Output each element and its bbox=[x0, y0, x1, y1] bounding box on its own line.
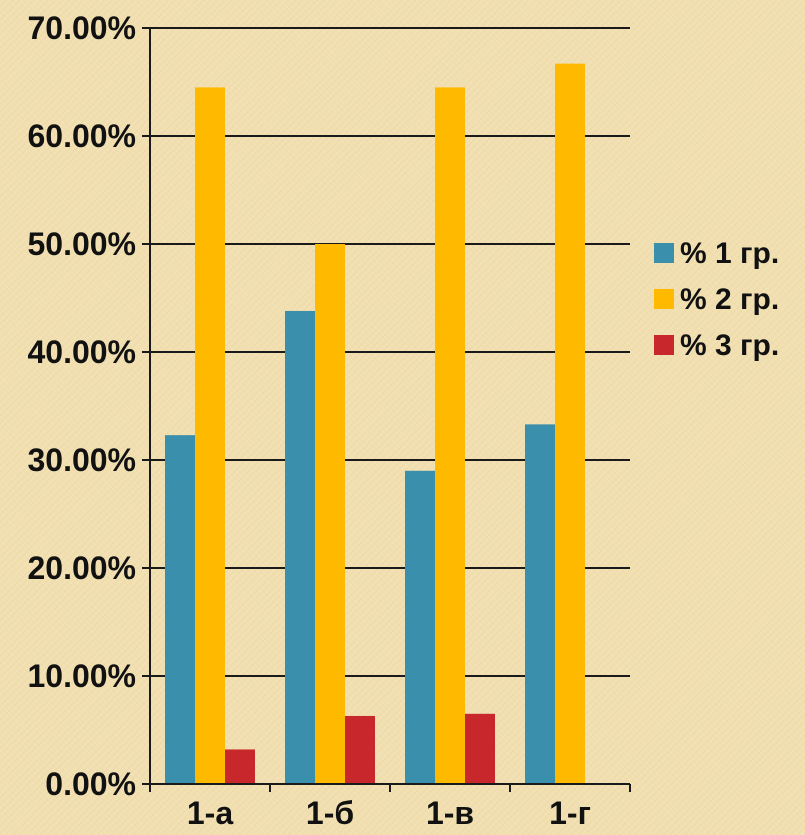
x-category-label: 1-а bbox=[187, 795, 233, 831]
bar-series-3-2 bbox=[345, 715, 375, 784]
bar-series-1-4 bbox=[525, 424, 555, 784]
x-category-label: 1-б bbox=[306, 795, 354, 831]
bar-series-3-3 bbox=[465, 713, 495, 784]
y-tick-label: 0.00% bbox=[45, 766, 136, 802]
axes bbox=[142, 27, 631, 792]
legend: % 1 гр. % 2 гр. % 3 гр. bbox=[654, 237, 779, 362]
bar-series-2-4 bbox=[555, 63, 585, 784]
y-tick-label: 10.00% bbox=[27, 658, 136, 694]
bar-series-3-1 bbox=[225, 749, 255, 784]
x-category-label: 1-г bbox=[549, 795, 591, 831]
bar-series-2-3 bbox=[435, 87, 465, 784]
bar-series-2-1 bbox=[195, 87, 225, 784]
legend-label: % 1 гр. bbox=[680, 237, 779, 270]
bar-series-2-2 bbox=[315, 244, 345, 784]
y-tick-label: 30.00% bbox=[27, 442, 136, 478]
y-tick-label: 50.00% bbox=[27, 226, 136, 262]
y-axis-tick-labels: 0.00% 10.00% 20.00% 30.00% 40.00% 50.00% 60.00… bbox=[27, 10, 136, 802]
y-tick-label: 20.00% bbox=[27, 550, 136, 586]
y-tick-label: 60.00% bbox=[27, 118, 136, 154]
bar-series-1-2 bbox=[285, 310, 315, 784]
bar-series-1-1 bbox=[165, 435, 195, 784]
legend-swatch bbox=[654, 243, 674, 263]
bar-series-1-3 bbox=[405, 470, 435, 784]
x-axis-category-labels: 1-а 1-б 1-в 1-г bbox=[187, 795, 591, 831]
y-tick-label: 40.00% bbox=[27, 334, 136, 370]
bars bbox=[165, 63, 585, 784]
legend-swatch bbox=[654, 289, 674, 309]
y-tick-label: 70.00% bbox=[27, 10, 136, 46]
legend-swatch bbox=[654, 335, 674, 355]
legend-label: % 2 гр. bbox=[680, 283, 779, 316]
legend-label: % 3 гр. bbox=[680, 329, 779, 362]
x-category-label: 1-в bbox=[426, 795, 474, 831]
gridlines bbox=[150, 27, 630, 677]
